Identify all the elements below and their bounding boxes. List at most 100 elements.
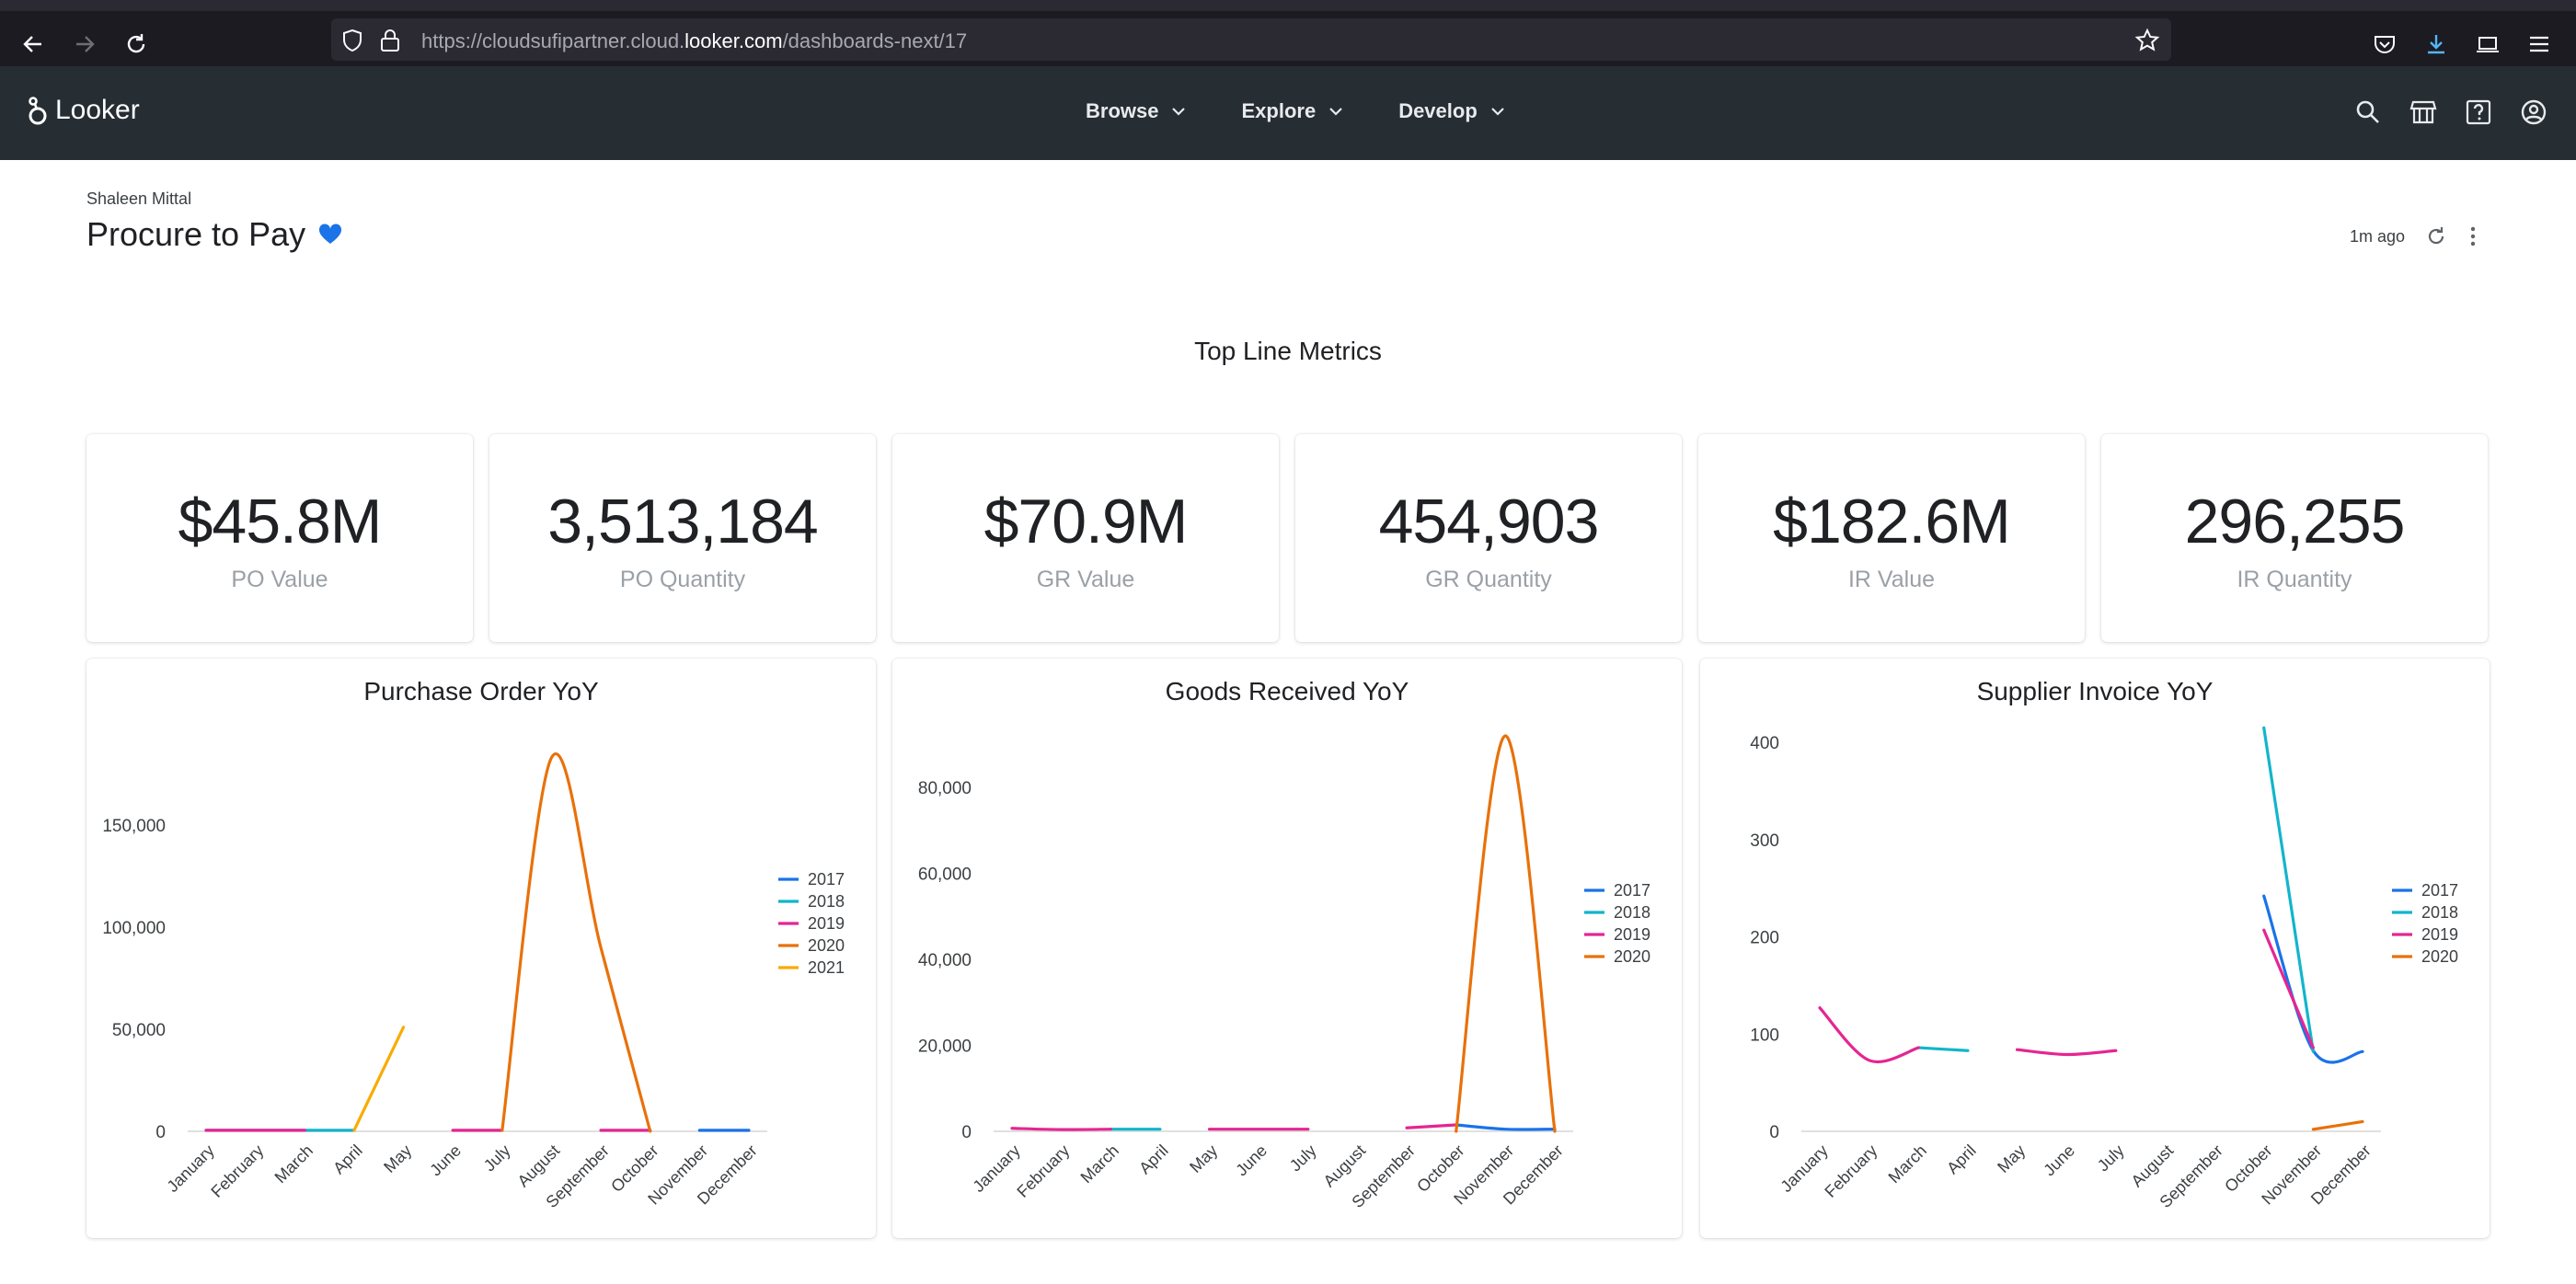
x-tick-label: June — [2040, 1141, 2078, 1180]
chart-tile-purchase-order[interactable]: Purchase Order YoY 0 50,000 100,000 150,000… — [86, 659, 876, 1238]
chevron-down-icon — [1491, 108, 1504, 116]
kpi-tile-gr-quantity[interactable]: 454,903 GR Quantity — [1295, 434, 1682, 642]
series-line-2021[interactable] — [352, 1026, 406, 1132]
series-line-2019[interactable] — [2262, 928, 2315, 1049]
legend-label[interactable]: 2020 — [2421, 947, 2458, 966]
series-line-2019[interactable] — [1818, 1006, 1920, 1064]
search-icon[interactable] — [2352, 96, 2385, 129]
x-tick-label: March — [271, 1141, 317, 1187]
x-tick-label: August — [1320, 1141, 1370, 1191]
reload-icon[interactable] — [120, 28, 153, 61]
main-nav: Browse Explore Develop — [1086, 99, 1505, 123]
legend-label[interactable]: 2018 — [808, 892, 845, 911]
screen-icon[interactable] — [2471, 28, 2504, 61]
looker-logo-icon — [29, 97, 47, 125]
chart-tile-supplier-invoice[interactable]: Supplier Invoice YoY 0 100 200 300 400 Januar… — [1700, 659, 2490, 1238]
shield-icon[interactable] — [340, 29, 364, 52]
goods-received-chart: 020,00040,00060,00080,000JanuaryFebruary… — [918, 734, 1650, 1211]
help-icon[interactable] — [2462, 96, 2495, 129]
address-bar[interactable]: https://cloudsufipartner.cloud.looker.co… — [331, 18, 2171, 61]
legend-label[interactable]: 2021 — [808, 958, 845, 977]
kpi-label: PO Quantity — [619, 567, 746, 592]
kpi-tile-po-quantity[interactable]: 3,513,184 PO Quantity — [489, 434, 876, 642]
series-line-2019[interactable] — [1405, 1123, 1458, 1129]
y-tick-label: 80,000 — [918, 779, 972, 798]
dashboard-owner: Shaleen Mittal — [86, 189, 192, 208]
legend-label[interactable]: 2019 — [808, 914, 845, 933]
app-header: Looker Browse Explore Develop — [0, 66, 2576, 160]
x-tick-label: June — [1232, 1141, 1271, 1180]
series-line-2018[interactable] — [2262, 726, 2315, 1053]
y-tick-label: 60,000 — [918, 866, 972, 885]
kpi-tile-ir-quantity[interactable]: 296,255 IR Quantity — [2101, 434, 2488, 642]
legend-label[interactable]: 2017 — [808, 870, 845, 888]
y-tick-label: 0 — [961, 1123, 972, 1142]
legend-label[interactable]: 2017 — [2421, 881, 2458, 900]
menu-icon[interactable] — [2523, 28, 2556, 61]
chevron-down-icon — [1172, 108, 1186, 116]
series-line-2018[interactable] — [1916, 1046, 1970, 1052]
account-icon[interactable] — [2517, 96, 2550, 129]
kpi-tile-ir-value[interactable]: $182.6M IR Value — [1698, 434, 2085, 642]
legend-label[interactable]: 2020 — [808, 936, 845, 955]
lock-icon[interactable] — [379, 29, 401, 52]
nav-browse-label: Browse — [1086, 99, 1159, 122]
legend-label[interactable]: 2019 — [2421, 925, 2458, 944]
y-tick-label: 200 — [1750, 929, 1779, 948]
legend-label[interactable]: 2019 — [1614, 925, 1650, 944]
browser-toolbar: https://cloudsufipartner.cloud.looker.co… — [0, 0, 2576, 66]
x-tick-label: May — [1186, 1141, 1221, 1176]
more-vertical-icon[interactable] — [2467, 224, 2478, 248]
legend-label[interactable]: 2018 — [2421, 903, 2458, 922]
x-tick-label: May — [1994, 1141, 2029, 1176]
y-tick-label: 300 — [1750, 831, 1779, 851]
forward-icon[interactable] — [68, 28, 101, 61]
favorite-heart-icon[interactable] — [318, 224, 342, 246]
kpi-label: IR Value — [1847, 567, 1936, 592]
looker-logo[interactable]: Looker — [26, 94, 140, 127]
chart-tile-goods-received[interactable]: Goods Received YoY 0 20,000 40,000 60,000 80… — [892, 659, 1682, 1238]
kpi-value: $45.8M — [178, 487, 383, 556]
series-line-2020[interactable] — [2311, 1119, 2364, 1131]
y-tick-label: 0 — [155, 1123, 166, 1142]
kpi-value: 454,903 — [1378, 487, 1600, 556]
x-tick-label: July — [2094, 1141, 2128, 1175]
nav-explore[interactable]: Explore — [1241, 99, 1343, 123]
kpi-tile-po-value[interactable]: $45.8M PO Value — [86, 434, 473, 642]
series-line-2020[interactable] — [500, 752, 652, 1133]
x-tick-label: August — [2128, 1141, 2178, 1191]
series-line-2017[interactable] — [2262, 894, 2364, 1064]
download-icon[interactable] — [2420, 28, 2453, 61]
x-tick-label: May — [380, 1141, 415, 1176]
kpi-value: $182.6M — [1773, 487, 2011, 556]
nav-browse[interactable]: Browse — [1086, 99, 1186, 123]
x-tick-label: February — [207, 1141, 267, 1201]
pocket-icon[interactable] — [2368, 28, 2401, 61]
kpi-value: 3,513,184 — [547, 487, 819, 556]
y-tick-label: 0 — [1769, 1123, 1779, 1142]
kpi-value: 296,255 — [2184, 487, 2406, 556]
x-tick-label: June — [426, 1141, 465, 1180]
dashboard-meta: 1m ago — [2350, 224, 2478, 248]
kpi-tile-gr-value[interactable]: $70.9M GR Value — [892, 434, 1279, 642]
x-tick-label: April — [1943, 1141, 1980, 1178]
x-tick-label: July — [480, 1141, 514, 1175]
legend-label[interactable]: 2017 — [1614, 881, 1650, 900]
last-updated: 1m ago — [2349, 226, 2405, 246]
series-line-2019[interactable] — [2015, 1048, 2118, 1057]
back-icon[interactable] — [17, 28, 50, 61]
x-tick-label: February — [1013, 1141, 1073, 1201]
logo-text: Looker — [55, 95, 140, 125]
reload-icon[interactable] — [2425, 225, 2447, 247]
series-line-2017[interactable] — [1455, 1123, 1557, 1131]
bookmark-star-icon[interactable] — [2134, 28, 2160, 53]
nav-develop[interactable]: Develop — [1398, 99, 1505, 123]
series-line-2020[interactable] — [1455, 734, 1557, 1133]
y-tick-label: 400 — [1750, 734, 1779, 753]
marketplace-icon[interactable] — [2407, 96, 2440, 129]
legend-label[interactable]: 2020 — [1614, 947, 1650, 966]
dashboard-title: Procure to Pay — [86, 215, 306, 253]
legend-label[interactable]: 2018 — [1614, 903, 1650, 922]
chart-title: Purchase Order YoY — [363, 677, 599, 705]
